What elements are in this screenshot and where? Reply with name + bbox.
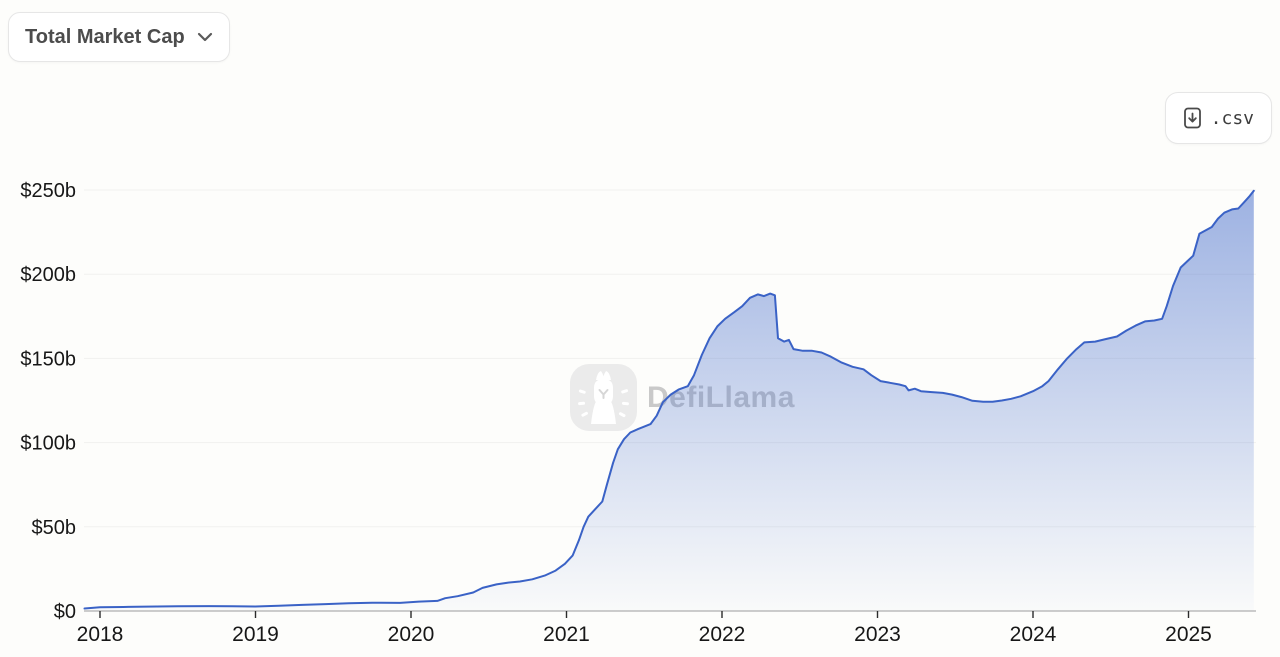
y-axis-tick-label: $50b: [32, 517, 77, 539]
x-axis-tick-label: 2023: [854, 623, 901, 646]
download-file-icon: [1183, 107, 1202, 129]
x-axis-tick-label: 2022: [699, 623, 746, 646]
y-axis-tick-label: $200b: [20, 264, 76, 286]
market-cap-line: [83, 189, 1255, 610]
x-axis-tick-label: 2024: [1010, 623, 1057, 646]
chevron-down-icon: [197, 32, 213, 42]
y-axis-tick-label: $0: [54, 601, 76, 623]
market-cap-area-fill: [84, 190, 1254, 612]
metric-dropdown-label: Total Market Cap: [25, 25, 185, 48]
csv-button-label: .csv: [1210, 107, 1254, 129]
x-axis-tick-label: 2020: [388, 623, 435, 646]
x-axis-tick-label: 2021: [543, 623, 590, 646]
x-axis-tick-label: 2018: [77, 623, 124, 646]
y-axis-tick-label: $100b: [20, 433, 76, 455]
x-axis-tick-label: 2019: [232, 623, 279, 646]
download-csv-button[interactable]: .csv: [1164, 92, 1272, 144]
y-axis-tick-label: $250b: [20, 180, 76, 202]
metric-dropdown-button[interactable]: Total Market Cap: [8, 12, 230, 62]
y-axis-tick-label: $150b: [20, 348, 76, 370]
x-axis-tick-label: 2025: [1165, 623, 1212, 646]
